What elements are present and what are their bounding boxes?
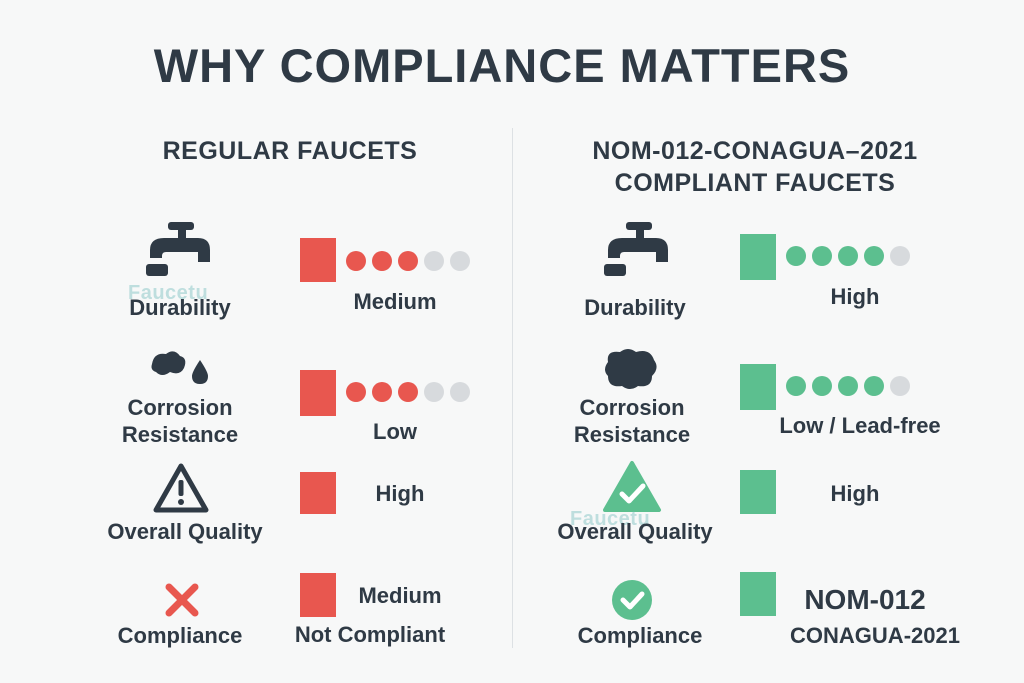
left-compliance-swatch <box>300 573 336 617</box>
right-compliance-label: Compliance <box>577 623 703 648</box>
right-corrosion-rating <box>786 376 910 396</box>
corrosion-icon <box>602 346 662 397</box>
rating-dot <box>346 251 366 271</box>
right-compliance-swatch <box>740 572 776 616</box>
rating-dot <box>424 251 444 271</box>
rating-dot <box>864 376 884 396</box>
warning-icon <box>152 462 210 519</box>
check-triangle-icon <box>602 460 662 519</box>
rating-dot <box>424 382 444 402</box>
faucet-icon <box>598 220 673 285</box>
left-corrosion-value: Low <box>373 419 417 444</box>
corrosion-icon <box>148 346 218 391</box>
left-corrosion-rating <box>346 382 470 402</box>
right-corrosion-label-line1: Corrosion <box>579 395 685 420</box>
x-icon <box>164 582 200 623</box>
rating-dot <box>398 382 418 402</box>
rating-dot <box>346 382 366 402</box>
left-column-heading: REGULAR FAUCETS <box>162 137 418 165</box>
left-corrosion-label-line1: Corrosion <box>127 395 233 420</box>
right-heading-line1: NOM-012-CONAGUA–2021 <box>592 137 918 165</box>
rating-dot <box>398 251 418 271</box>
right-compliance-value-line2: CONAGUA-2021 <box>790 623 960 648</box>
right-corrosion-value: Low / Lead-free <box>779 413 941 438</box>
rating-dot <box>450 382 470 402</box>
right-corrosion-label: Corrosion Resistance <box>542 394 722 448</box>
watermark-text: Faucetu <box>128 282 209 304</box>
left-compliance-value-line1: Medium <box>358 583 442 608</box>
left-durability-label: Durability <box>129 295 231 320</box>
page-title: WHY COMPLIANCE MATTERS <box>153 39 851 92</box>
rating-dot <box>812 376 832 396</box>
right-quality-value: High <box>830 481 880 506</box>
right-durability-value: High <box>830 284 880 309</box>
left-durability-swatch <box>300 238 336 282</box>
left-corrosion-label-line2: Resistance <box>121 422 239 447</box>
left-compliance-label: Compliance <box>117 623 243 648</box>
rating-dot <box>372 251 392 271</box>
rating-dot <box>838 376 858 396</box>
left-quality-value: High <box>375 481 425 506</box>
rating-dot <box>890 246 910 266</box>
rating-dot <box>786 376 806 396</box>
left-corrosion-label: Corrosion Resistance <box>90 394 270 448</box>
rating-dot <box>864 246 884 266</box>
rating-dot <box>450 251 470 271</box>
column-divider <box>512 128 513 648</box>
rating-dot <box>372 382 392 402</box>
right-quality-label: Overall Quality <box>557 519 713 544</box>
left-durability-rating <box>346 251 470 271</box>
right-corrosion-swatch <box>740 364 776 410</box>
right-durability-label: Durability <box>584 295 686 320</box>
left-durability-value: Medium <box>353 289 437 314</box>
left-corrosion-swatch <box>300 370 336 416</box>
rating-dot <box>786 246 806 266</box>
watermark-text: Faucetu <box>570 508 651 530</box>
right-heading-line2: COMPLIANT FAUCETS <box>614 169 896 197</box>
left-compliance-value-line2: Not Compliant <box>294 622 446 647</box>
right-compliance-value-line1: NOM-012 <box>804 584 926 615</box>
right-quality-swatch <box>740 470 776 514</box>
left-quality-swatch <box>300 472 336 514</box>
right-column-heading: NOM-012-CONAGUA–2021 COMPLIANT FAUCETS <box>530 135 980 199</box>
faucet-icon <box>140 220 215 285</box>
rating-dot <box>890 376 910 396</box>
rating-dot <box>838 246 858 266</box>
left-quality-label: Overall Quality <box>107 519 263 544</box>
check-circle-icon <box>610 578 654 627</box>
right-durability-swatch <box>740 234 776 280</box>
right-corrosion-label-line2: Resistance <box>573 422 691 447</box>
rating-dot <box>812 246 832 266</box>
right-durability-rating <box>786 246 910 266</box>
